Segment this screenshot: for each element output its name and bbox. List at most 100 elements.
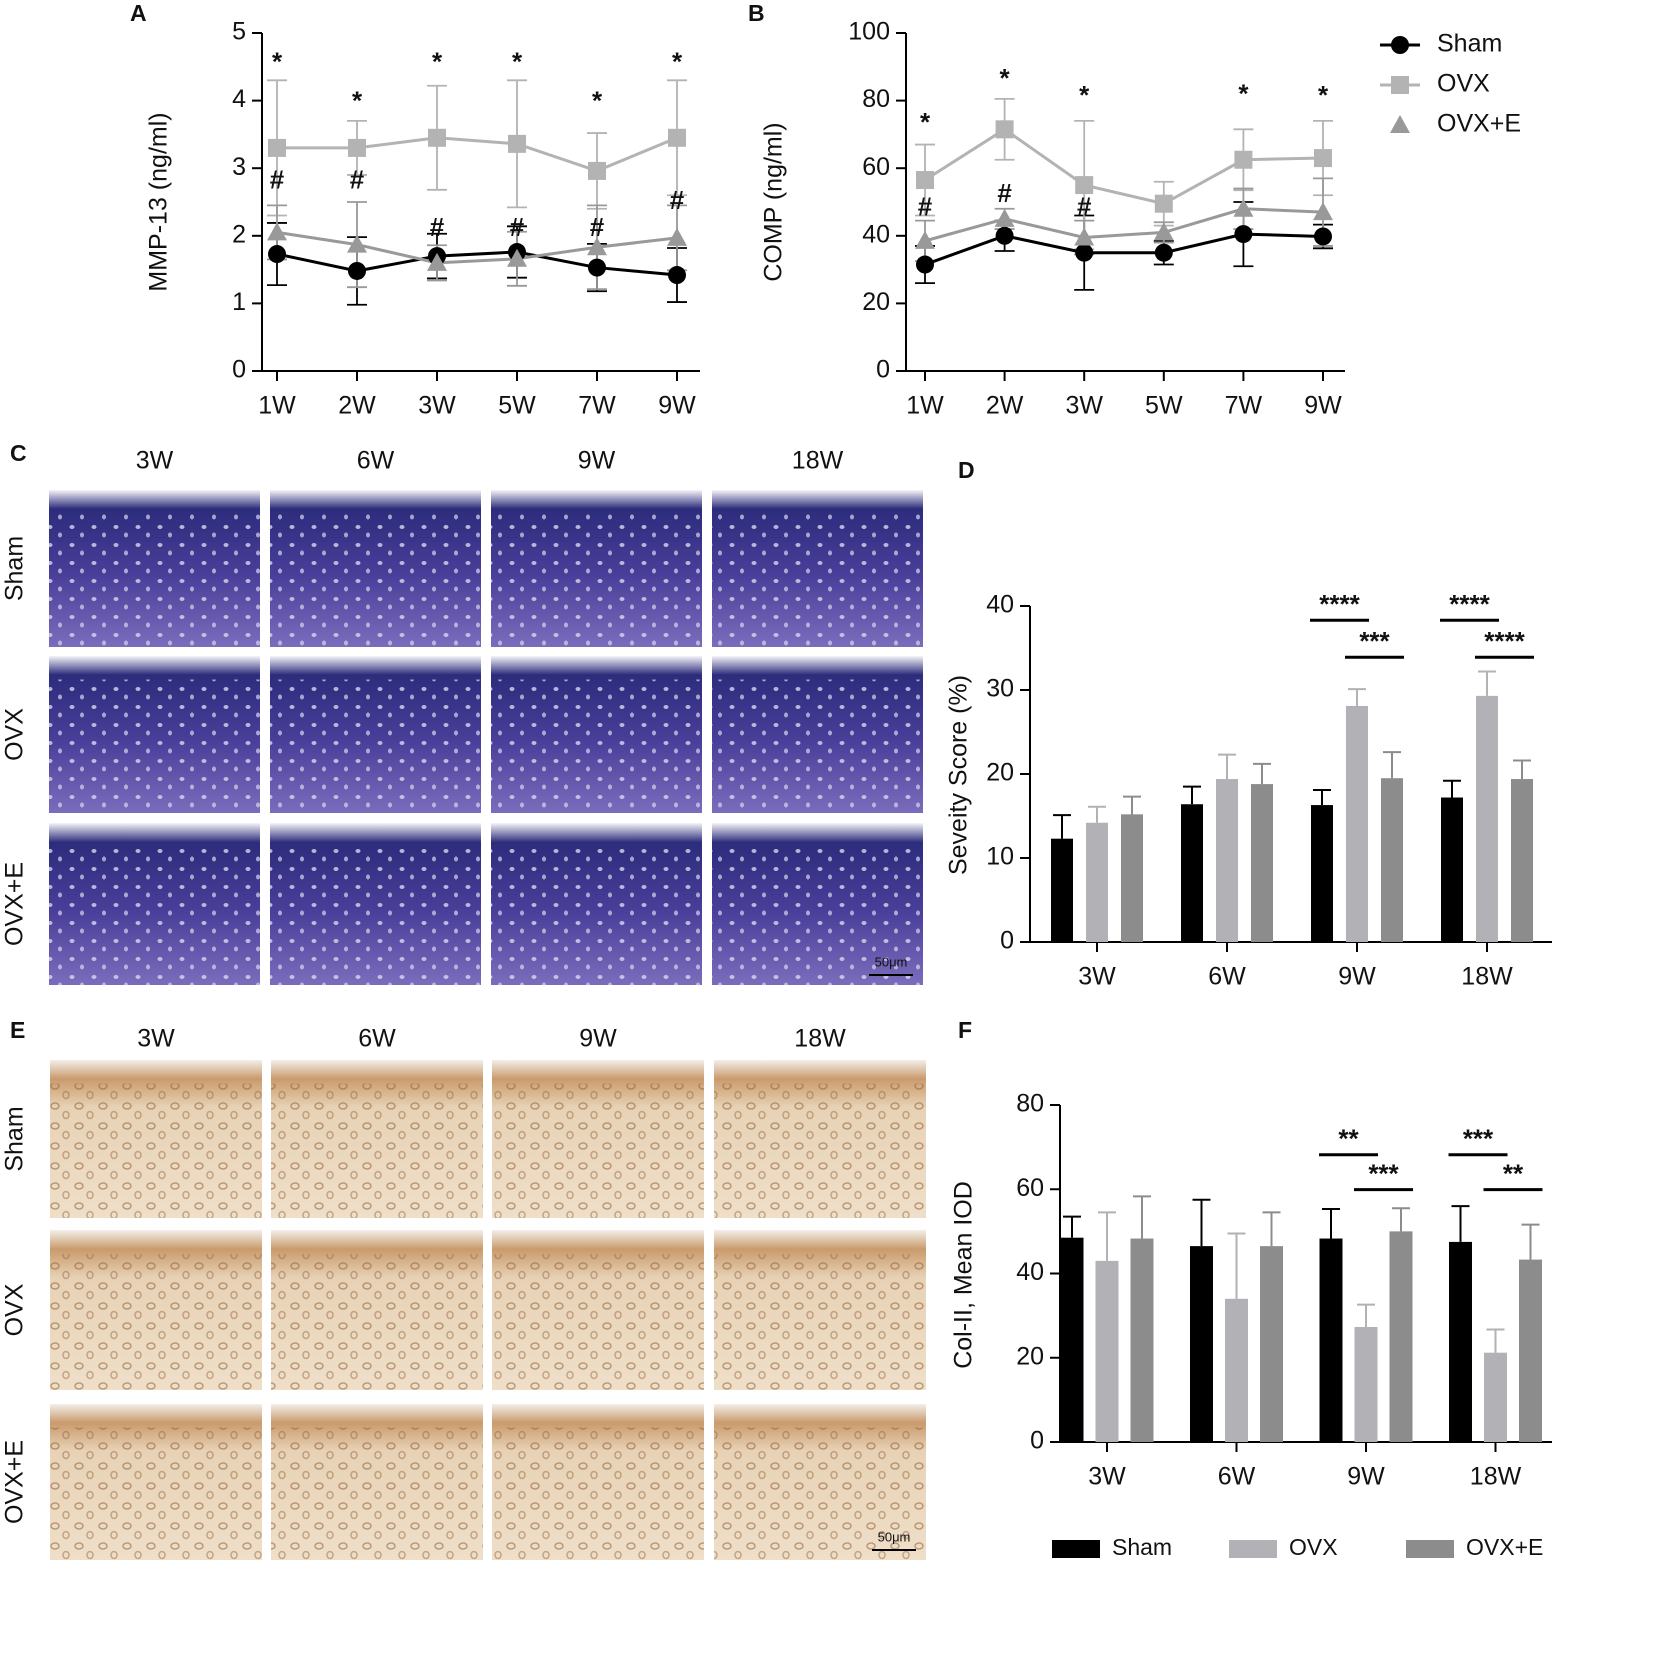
x-tick-label: 3W <box>1078 963 1116 991</box>
column-label: 9W <box>579 1025 617 1053</box>
bar <box>1354 1326 1378 1442</box>
marker <box>268 245 286 264</box>
micrograph-texture <box>712 679 923 813</box>
y-tick-label: 0 <box>876 356 890 384</box>
micrograph-texture <box>714 1427 926 1560</box>
significance-label: ** <box>1503 1159 1524 1189</box>
error-bar <box>1227 1232 1246 1299</box>
marker <box>1154 243 1173 262</box>
micrograph-texture <box>50 1083 262 1218</box>
micrograph-texture <box>492 1083 704 1218</box>
annotation: # <box>590 212 605 242</box>
marker <box>268 138 286 157</box>
scale-bar-label: 50μm <box>878 1529 911 1544</box>
micrograph-texture <box>271 1427 483 1560</box>
y-axis-label: MMP-13 (ng/ml) <box>145 112 173 291</box>
y-tick-label: 40 <box>862 220 890 248</box>
marker <box>1313 202 1333 221</box>
y-tick-label: 20 <box>1016 1342 1044 1370</box>
x-tick-label: 5W <box>498 392 536 420</box>
micrograph-texture <box>270 847 481 985</box>
marker <box>1391 76 1409 94</box>
bar <box>1389 1231 1413 1442</box>
error-bar <box>1451 1205 1470 1242</box>
annotation: * <box>512 46 523 76</box>
bar <box>1319 1238 1343 1442</box>
micrograph-texture <box>714 1254 926 1390</box>
bar <box>1381 778 1403 942</box>
y-tick-label: 4 <box>232 85 246 113</box>
y-tick-label: 80 <box>862 85 890 113</box>
bar <box>1519 1259 1542 1442</box>
marker <box>916 171 934 190</box>
marker <box>1390 115 1410 133</box>
marker <box>348 138 366 157</box>
marker <box>588 161 606 180</box>
panel-letter: A <box>130 0 147 26</box>
y-tick-label: 40 <box>986 591 1014 619</box>
series-line <box>924 207 1324 243</box>
marker <box>995 226 1014 245</box>
bar <box>1260 1246 1283 1442</box>
y-axis-label: Seveity Score (%) <box>945 675 973 875</box>
micrograph-texture <box>270 513 481 647</box>
significance-label: **** <box>1484 626 1525 656</box>
micrograph-texture <box>491 679 702 813</box>
error-bar <box>1063 1215 1081 1238</box>
marker <box>1234 225 1253 244</box>
bar <box>1346 705 1368 942</box>
bar <box>1225 1298 1248 1442</box>
micrograph-texture <box>50 1254 262 1390</box>
annotation: * <box>672 46 683 76</box>
error-bar <box>1088 805 1106 823</box>
significance-label: *** <box>1463 1124 1494 1154</box>
micrograph-texture <box>270 679 481 813</box>
bar <box>1449 1241 1472 1442</box>
error-bar <box>1098 1211 1116 1261</box>
error-bar <box>1313 788 1331 806</box>
micrograph-texture <box>491 847 702 985</box>
micrograph-texture <box>492 1427 704 1560</box>
bar <box>1311 805 1333 942</box>
y-tick-label: 2 <box>232 220 246 248</box>
micrograph-texture <box>712 847 923 985</box>
bar <box>1051 838 1073 942</box>
marker <box>507 248 527 267</box>
y-tick-label: 0 <box>1000 927 1014 955</box>
series-line <box>924 127 1324 206</box>
error-bar <box>1392 1207 1410 1232</box>
x-tick-label: 5W <box>1145 392 1183 420</box>
micrograph-texture <box>49 513 260 647</box>
annotation: * <box>272 46 283 76</box>
annotation: * <box>1079 80 1090 110</box>
annotation: # <box>270 165 285 195</box>
significance-label: *** <box>1359 626 1390 656</box>
x-tick-label: 3W <box>1088 1463 1126 1491</box>
marker <box>588 258 606 277</box>
scale-bar-label: 50μm <box>875 954 908 969</box>
y-tick-label: 20 <box>986 759 1014 787</box>
micrograph-texture <box>714 1083 926 1218</box>
y-tick-label: 80 <box>1016 1090 1044 1118</box>
column-label: 6W <box>357 447 395 475</box>
panel-letter: E <box>10 1017 25 1043</box>
row-label: OVX+E <box>1 1440 29 1524</box>
significance-label: **** <box>1319 589 1360 619</box>
error-bar <box>1322 1208 1340 1239</box>
marker <box>428 128 446 147</box>
y-tick-label: 0 <box>1030 1427 1044 1455</box>
y-tick-label: 5 <box>232 18 246 46</box>
micrograph-texture <box>491 513 702 647</box>
annotation: * <box>1318 80 1329 110</box>
error-bar <box>1192 1198 1211 1247</box>
annotation: * <box>432 46 443 76</box>
marker <box>508 134 526 153</box>
x-tick-label: 9W <box>1338 963 1376 991</box>
marker <box>1074 227 1095 246</box>
error-bar <box>1478 670 1496 696</box>
error-bar <box>1123 795 1141 815</box>
y-tick-label: 1 <box>232 288 246 316</box>
bar <box>1181 804 1203 942</box>
x-tick-label: 6W <box>1218 1463 1256 1491</box>
y-tick-label: 3 <box>232 153 246 181</box>
